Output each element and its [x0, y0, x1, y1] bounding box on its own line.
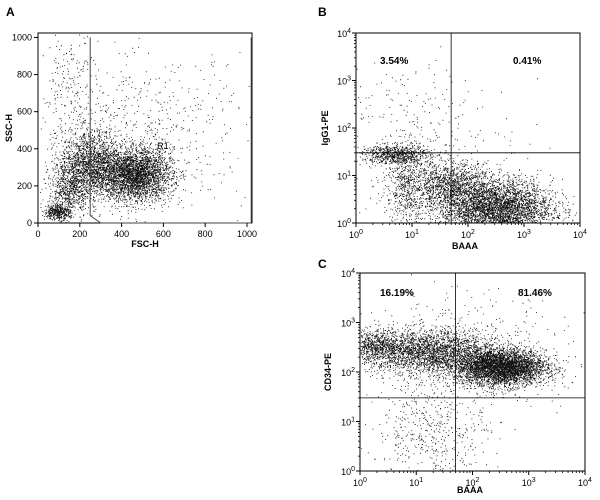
x-tick-label: 100 — [353, 477, 367, 488]
panel-b-xlabel: BAAA — [452, 241, 478, 251]
y-tick-label: 1000 — [12, 32, 32, 42]
y-tick-label: 800 — [17, 70, 32, 80]
x-tick-label: 102 — [466, 477, 480, 488]
event-dots — [356, 46, 581, 224]
y-tick-label: 103 — [341, 318, 355, 329]
panel-c-ticks: 100 101 102 103 104 100 101 102 103 104 — [341, 268, 592, 488]
panel-a-xlabel: FSC-H — [131, 239, 159, 249]
x-tick-label: 0 — [35, 229, 40, 239]
panel-c: C 16.19% 81.46% 100 101 102 103 104 100 101 102… — [318, 257, 592, 495]
y-tick-label: 103 — [337, 76, 351, 87]
x-tick-label: 600 — [156, 229, 171, 239]
panel-c-xlabel: BAAA — [457, 485, 483, 495]
x-tick-label: 102 — [461, 229, 475, 240]
panel-a-gate-label: R1 — [157, 141, 169, 151]
y-tick-label: 100 — [341, 466, 355, 477]
panel-a: A R1 0 200 400 600 800 100002004006008001000 … — [4, 5, 257, 249]
y-tick-label: 0 — [27, 218, 32, 228]
panel-c-upper-right-percent: 81.46% — [518, 288, 552, 299]
panel-b-ticks: 100 101 102 103 104 100 101 102 103 104 — [337, 28, 587, 240]
x-tick-label: 1000 — [237, 229, 257, 239]
panel-c-letter: C — [318, 257, 327, 271]
panel-b: B 3.54% 0.41% 100 101 102 103 10410010110210… — [318, 5, 587, 251]
y-tick-label: 102 — [341, 367, 355, 378]
x-tick-label: 100 — [349, 229, 363, 240]
y-tick-label: 101 — [337, 171, 351, 182]
panel-c-plot-area — [359, 272, 586, 472]
y-tick-label: 100 — [337, 218, 351, 229]
panel-c-upper-left-percent: 16.19% — [380, 288, 414, 299]
panel-b-upper-right-percent: 0.41% — [513, 56, 541, 67]
x-tick-label: 104 — [573, 229, 587, 240]
x-tick-label: 104 — [578, 477, 592, 488]
panel-a-gate-r1 — [89, 37, 252, 224]
x-tick-label: 101 — [409, 477, 423, 488]
panel-a-letter: A — [6, 5, 15, 19]
x-tick-label: 103 — [522, 477, 536, 488]
y-tick-label: 200 — [17, 181, 32, 191]
x-tick-label: 400 — [114, 229, 129, 239]
y-tick-label: 104 — [341, 268, 355, 279]
y-tick-label: 104 — [337, 28, 351, 39]
x-tick-label: 200 — [72, 229, 87, 239]
y-tick-label: 102 — [337, 123, 351, 134]
event-dots — [360, 274, 585, 471]
x-tick-label: 800 — [198, 229, 213, 239]
panel-c-ylabel: CD34-PE — [323, 353, 333, 391]
y-tick-label: 600 — [17, 107, 32, 117]
y-tick-label: 101 — [341, 417, 355, 428]
panel-b-letter: B — [318, 5, 327, 19]
x-tick-label: 101 — [405, 229, 419, 240]
panel-b-ylabel: IgG1-PE — [320, 110, 330, 145]
panel-b-upper-left-percent: 3.54% — [380, 56, 408, 67]
panel-b-events — [356, 46, 581, 224]
panel-a-ylabel: SSC-H — [4, 114, 14, 142]
panel-c-events — [360, 274, 585, 471]
y-tick-label: 400 — [17, 144, 32, 154]
panel-a-ticks: 0 200 400 600 800 1000 0 200 400 600 800 1000 — [12, 32, 257, 239]
x-tick-label: 103 — [517, 229, 531, 240]
